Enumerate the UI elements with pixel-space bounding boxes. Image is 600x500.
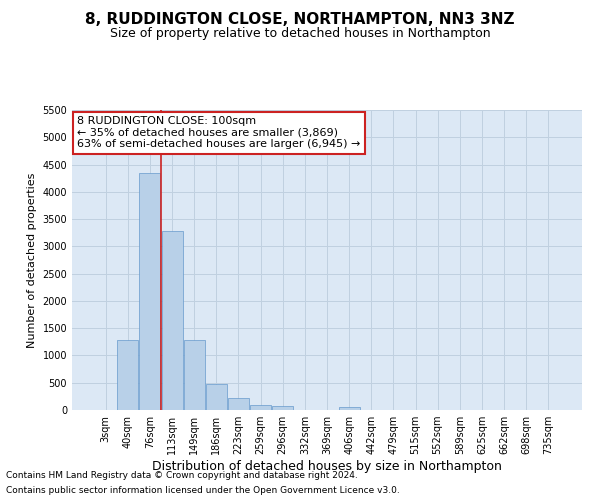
Bar (338, 408, 359, 410)
X-axis label: Distribution of detached houses by size in Northampton: Distribution of detached houses by size … (152, 460, 502, 473)
Text: 8 RUDDINGTON CLOSE: 100sqm
← 35% of detached houses are smaller (3,869)
63% of s: 8 RUDDINGTON CLOSE: 100sqm ← 35% of deta… (77, 116, 361, 149)
Bar (228, 398, 249, 410)
Text: Contains public sector information licensed under the Open Government Licence v3: Contains public sector information licen… (6, 486, 400, 495)
Bar (118, 340, 139, 410)
Bar (184, 340, 205, 410)
Bar (161, 232, 182, 410)
Text: Size of property relative to detached houses in Northampton: Size of property relative to detached ho… (110, 28, 490, 40)
Y-axis label: Number of detached properties: Number of detached properties (27, 172, 37, 348)
Text: Contains HM Land Registry data © Crown copyright and database right 2024.: Contains HM Land Registry data © Crown c… (6, 471, 358, 480)
Bar (206, 384, 227, 410)
Bar (250, 404, 271, 410)
Text: 8, RUDDINGTON CLOSE, NORTHAMPTON, NN3 3NZ: 8, RUDDINGTON CLOSE, NORTHAMPTON, NN3 3N… (85, 12, 515, 28)
Bar (139, 172, 160, 410)
Bar (272, 406, 293, 410)
